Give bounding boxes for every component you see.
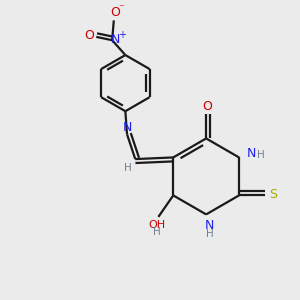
Text: O: O — [202, 100, 212, 113]
Text: H: H — [257, 150, 265, 160]
Text: N: N — [123, 121, 132, 134]
Text: H: H — [206, 229, 213, 239]
Text: H: H — [153, 227, 160, 237]
Text: H: H — [124, 163, 132, 173]
Text: O: O — [84, 29, 94, 42]
Text: S: S — [269, 188, 277, 201]
Text: OH: OH — [148, 220, 165, 230]
Text: N: N — [111, 33, 120, 46]
Text: O: O — [110, 6, 120, 19]
Text: ⁻: ⁻ — [118, 3, 124, 13]
Text: N: N — [205, 220, 214, 232]
Text: +: + — [118, 30, 126, 40]
Text: N: N — [247, 147, 256, 160]
